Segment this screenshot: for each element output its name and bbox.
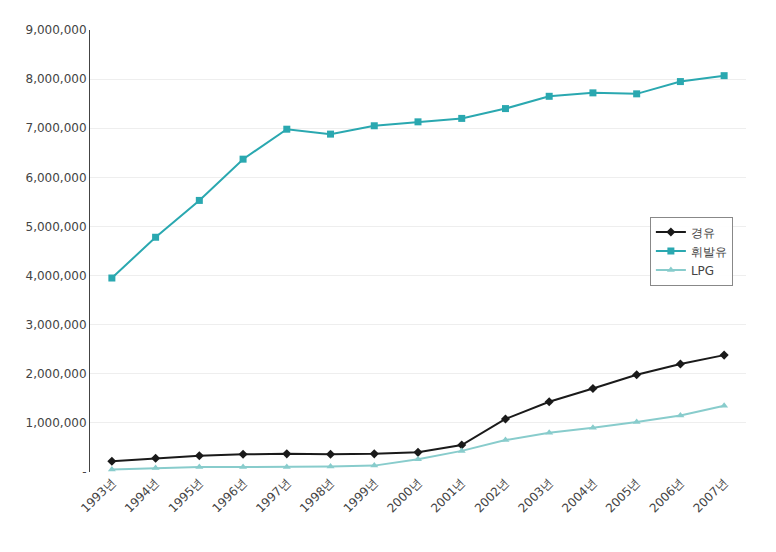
svg-text:-: -: [82, 465, 86, 479]
svg-text:2007년: 2007년: [691, 475, 731, 515]
svg-text:2006년: 2006년: [647, 475, 687, 515]
svg-text:2,000,000: 2,000,000: [26, 367, 87, 381]
svg-text:1994년: 1994년: [122, 475, 162, 515]
svg-text:5,000,000: 5,000,000: [26, 220, 87, 234]
svg-text:LPG: LPG: [691, 264, 714, 278]
svg-text:1998년: 1998년: [297, 475, 337, 515]
svg-text:1999년: 1999년: [341, 475, 381, 515]
svg-text:1997년: 1997년: [253, 475, 293, 515]
svg-text:휘발유: 휘발유: [691, 245, 727, 259]
svg-text:2001년: 2001년: [428, 475, 468, 515]
svg-text:2005년: 2005년: [603, 475, 643, 515]
svg-text:경유: 경유: [691, 226, 715, 240]
svg-text:7,000,000: 7,000,000: [26, 121, 87, 135]
svg-text:1995년: 1995년: [166, 475, 206, 515]
svg-text:2003년: 2003년: [516, 475, 556, 515]
svg-text:2000년: 2000년: [384, 475, 424, 515]
svg-text:1,000,000: 1,000,000: [26, 416, 87, 430]
svg-text:9,000,000: 9,000,000: [26, 23, 87, 37]
svg-text:3,000,000: 3,000,000: [26, 318, 87, 332]
svg-text:2004년: 2004년: [559, 475, 599, 515]
svg-text:4,000,000: 4,000,000: [26, 269, 87, 283]
svg-text:2002년: 2002년: [472, 475, 512, 515]
svg-text:1993년: 1993년: [78, 475, 118, 515]
svg-text:6,000,000: 6,000,000: [26, 171, 87, 185]
svg-text:8,000,000: 8,000,000: [26, 72, 87, 86]
svg-text:1996년: 1996년: [209, 475, 249, 515]
